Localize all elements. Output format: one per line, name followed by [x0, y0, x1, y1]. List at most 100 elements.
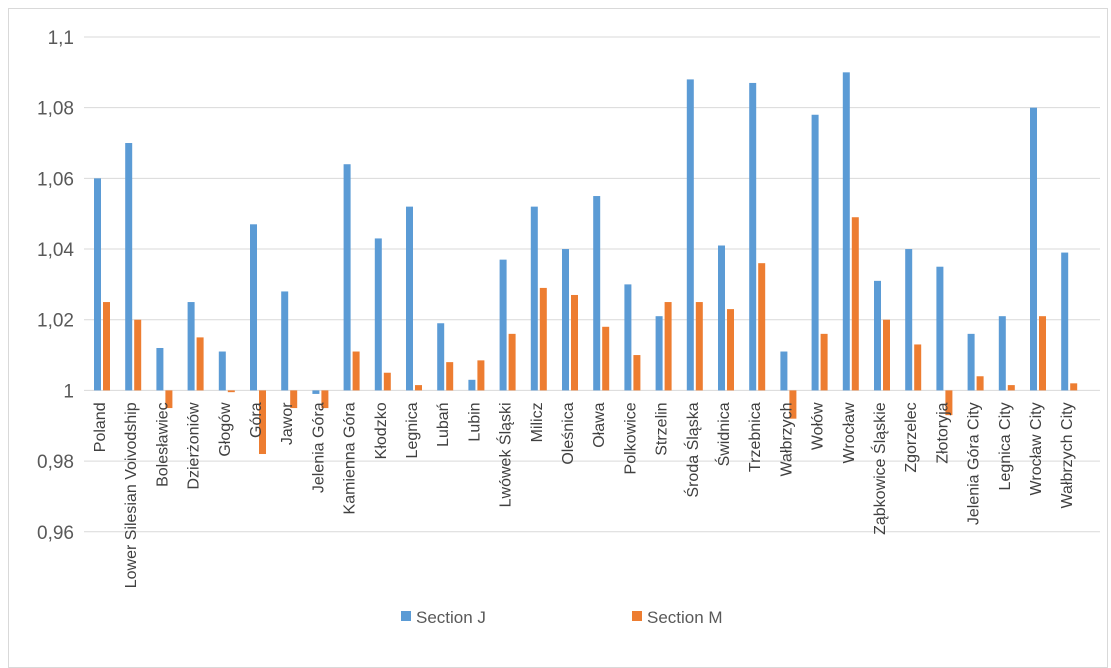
category-label: Ząbkowice Śląskie — [870, 402, 889, 535]
bar-section-j — [874, 280, 881, 391]
category-label: Głogów — [217, 402, 234, 457]
category-label: Wołów — [810, 402, 827, 450]
bar-section-m — [1039, 316, 1046, 391]
bar-section-j — [811, 114, 819, 391]
bar-section-j — [156, 347, 164, 391]
category-label: Zgorzelec — [903, 402, 920, 472]
category-label: Kłodzko — [373, 402, 390, 459]
bar-section-m — [321, 390, 329, 409]
bar-section-m — [789, 390, 797, 419]
bar-section-m — [602, 326, 610, 391]
bar-section-m — [633, 355, 641, 391]
bars — [94, 72, 1078, 455]
category-label: Góra — [248, 402, 265, 438]
category-label: Lubin — [466, 402, 483, 441]
category-label: Jawor — [279, 402, 296, 445]
bar-section-j — [250, 224, 257, 391]
bar-section-m — [103, 302, 110, 391]
bar-section-j — [593, 196, 601, 391]
bar-section-j — [562, 249, 569, 391]
bar-section-j — [749, 82, 757, 391]
category-label: Lubań — [435, 402, 452, 447]
bar-section-m — [477, 360, 485, 391]
bar-section-m — [820, 333, 828, 391]
bar-section-j — [1030, 107, 1037, 391]
y-tick-label: 1,02 — [37, 311, 74, 332]
y-tick-label: 1,08 — [37, 99, 74, 120]
category-label: Polkowice — [622, 402, 639, 474]
bar-section-j — [281, 291, 289, 391]
bar-section-j — [125, 143, 133, 391]
bar-section-m — [1007, 385, 1015, 391]
legend-swatch — [401, 611, 411, 621]
bar-section-m — [165, 390, 173, 409]
y-tick-label: 0,96 — [37, 523, 74, 544]
bar-section-j — [967, 333, 975, 391]
category-label: Kamienna Góra — [342, 402, 359, 514]
category-label: Oleśnica — [560, 402, 577, 464]
category-label: Dzierżoniów — [186, 402, 203, 490]
bar-section-j — [343, 164, 351, 391]
bar-section-j — [780, 351, 788, 391]
bar-section-m — [571, 294, 578, 391]
bar-section-j — [842, 72, 850, 391]
category-label: Poland — [92, 402, 109, 452]
bar-section-m — [196, 337, 204, 391]
category-label: Wałbrzych — [778, 402, 795, 476]
bar-section-j — [624, 284, 632, 391]
bar-section-m — [134, 319, 142, 391]
bar-section-m — [945, 390, 953, 416]
bar-section-m — [727, 309, 734, 391]
legend: Section J Section M — [401, 608, 723, 627]
bar-section-j — [468, 379, 476, 391]
bar-section-m — [695, 302, 703, 391]
y-tick-label: 0,98 — [37, 452, 74, 473]
category-label: Wrocław — [841, 402, 858, 463]
category-label: Złotoryja — [934, 402, 951, 463]
bar-section-j — [530, 206, 538, 391]
bar-section-m — [976, 376, 984, 391]
bar-section-m — [851, 217, 859, 391]
category-label: Oława — [591, 402, 608, 447]
bar-section-m — [508, 333, 516, 391]
category-label: Jelenia Góra — [310, 402, 327, 493]
bar-section-m — [415, 385, 422, 391]
bar-section-m — [352, 351, 360, 391]
y-tick-label: 1 — [63, 381, 74, 402]
bar-section-m — [1070, 383, 1078, 391]
legend-swatch — [632, 611, 642, 621]
category-label: Lwówek Śląski — [496, 402, 515, 507]
bar-section-m — [383, 372, 391, 391]
bar-section-j — [905, 249, 913, 391]
category-label: Świdnica — [714, 402, 733, 466]
bar-section-j — [1061, 252, 1069, 391]
x-axis-labels: Poland Lower Silesian Voivodship Bolesławi… — [92, 402, 1076, 589]
bar-section-j — [936, 266, 944, 391]
category-label: Legnica — [404, 402, 421, 458]
legend-label: Section M — [647, 608, 723, 627]
y-tick-label: 1,06 — [37, 169, 74, 190]
bar-section-j — [499, 259, 507, 391]
bar-section-j — [686, 79, 694, 391]
bar-section-j — [655, 316, 663, 391]
bar-section-m — [914, 344, 922, 391]
category-label: Wałbrzych City — [1059, 402, 1076, 508]
bar-section-j — [94, 178, 101, 391]
bar-section-m — [539, 287, 547, 391]
category-label: Legnica City — [997, 402, 1014, 490]
category-label: Trzebnica — [747, 402, 764, 472]
bar-section-m — [446, 362, 454, 391]
bar-chart: 0,96 0,98 1 1,02 1,04 1,06 1,08 1,1 Poland Lower… — [37, 28, 1100, 627]
category-label: Lower Silesian Voivodship — [123, 402, 140, 588]
bar-section-m — [290, 390, 298, 409]
bar-section-m — [758, 263, 766, 391]
category-label: Środa Śląska — [683, 402, 702, 497]
category-label: Jelenia Góra City — [966, 402, 983, 525]
y-tick-label: 1,04 — [37, 240, 74, 261]
bar-section-j — [374, 238, 382, 391]
bar-section-j — [437, 323, 445, 391]
bar-section-j — [998, 316, 1006, 391]
category-label: Bolesławiec — [154, 402, 171, 486]
legend-label: Section J — [416, 608, 486, 627]
bar-section-m — [883, 319, 890, 391]
